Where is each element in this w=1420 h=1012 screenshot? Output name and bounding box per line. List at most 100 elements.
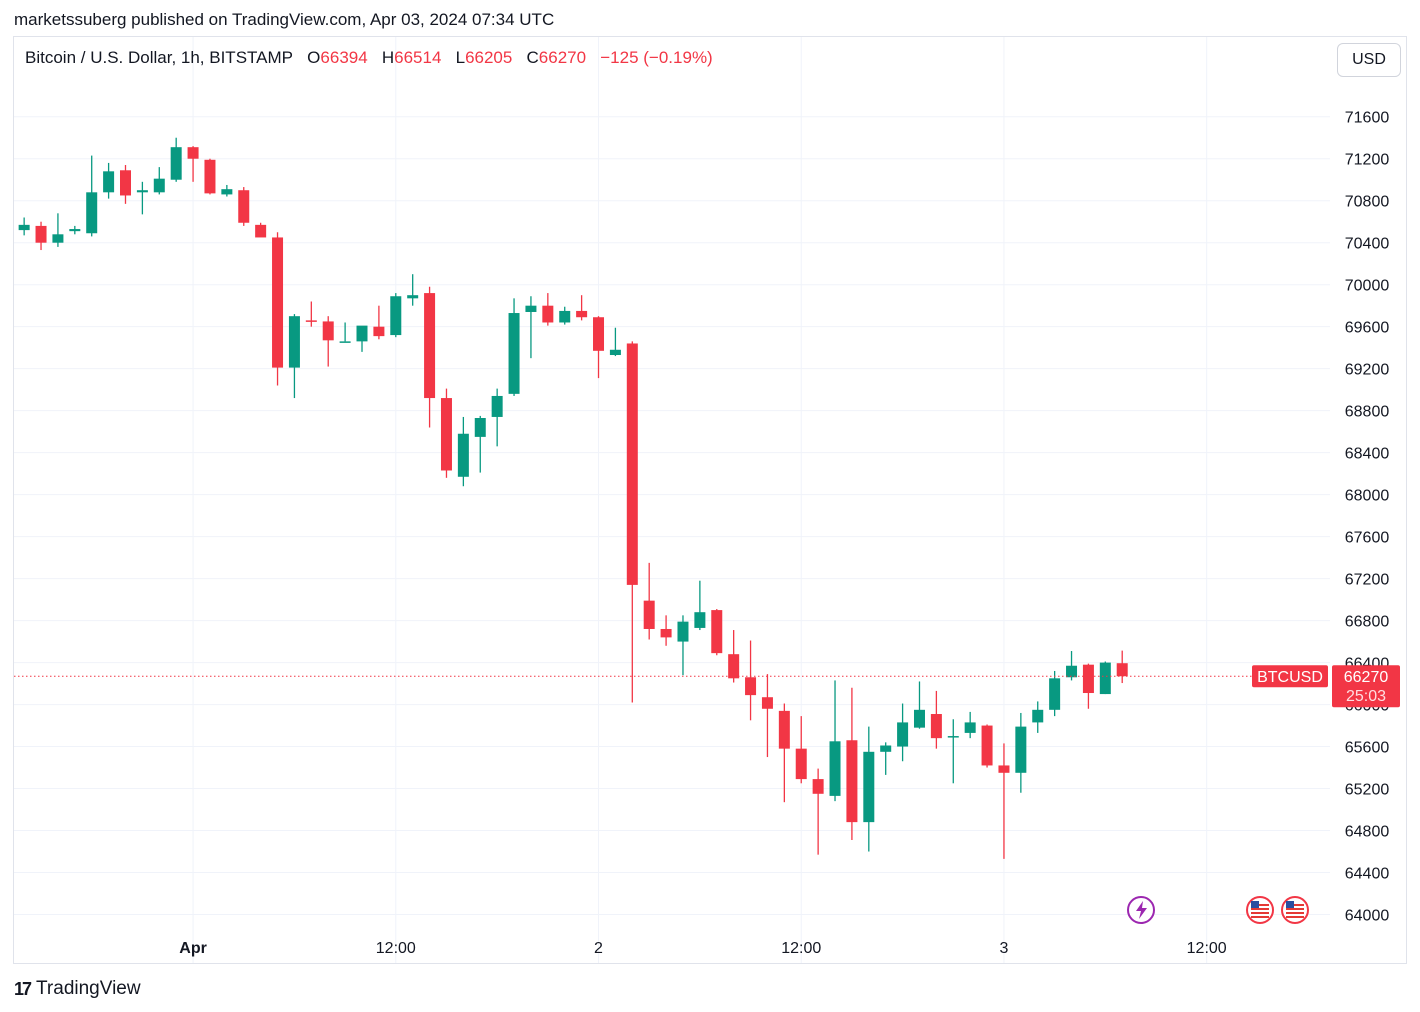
candle-body	[255, 224, 267, 238]
x-tick-label: 12:00	[376, 940, 416, 957]
candle-body	[998, 765, 1010, 773]
event-icons	[1127, 896, 1309, 924]
y-tick-label: 68400	[1345, 446, 1390, 463]
candle-body	[930, 714, 942, 739]
candle-body	[69, 229, 81, 232]
low-value: 66205	[465, 48, 513, 67]
candle-body	[1015, 726, 1027, 773]
footer-brand: 17 TradingView	[14, 978, 141, 1000]
y-tick-label: 69200	[1345, 362, 1390, 379]
candle-body	[643, 600, 655, 629]
y-tick-label: 64800	[1345, 824, 1390, 841]
candle-body	[238, 190, 250, 223]
flag-stripe	[1251, 912, 1269, 914]
y-tick-label: 70000	[1345, 278, 1390, 295]
candle-body	[880, 745, 892, 752]
flag-canton	[1286, 901, 1294, 908]
close-label: C	[526, 48, 539, 67]
flag-stripe	[1286, 904, 1304, 906]
high-value: 66514	[394, 48, 442, 67]
y-tick-label: 65600	[1345, 740, 1390, 757]
price-tag-countdown: 25:03	[1346, 688, 1386, 705]
candle-body	[373, 326, 385, 337]
candle-body	[52, 234, 64, 243]
low-label: L	[455, 48, 466, 67]
candle-body	[491, 395, 503, 417]
flag-stripe	[1286, 912, 1304, 914]
price-tag-value: 66270	[1344, 669, 1389, 686]
candle-body	[339, 341, 351, 343]
chart-legend: Bitcoin / U.S. Dollar, 1h, BITSTAMP O663…	[25, 48, 713, 68]
lightning-bolt-icon	[1136, 901, 1147, 919]
candle-body	[204, 159, 216, 194]
flag-stripe	[1251, 904, 1269, 906]
candle-body	[356, 325, 368, 342]
y-tick-label: 71600	[1345, 110, 1390, 127]
candle-body	[305, 320, 317, 322]
time-axis: Apr 12:00 2 12:00 3 12:00	[179, 940, 1227, 957]
candle-body	[542, 305, 554, 323]
x-tick-label: Apr	[179, 940, 207, 957]
y-tick-label: 67200	[1345, 572, 1390, 589]
brand-name: TradingView	[36, 978, 141, 999]
candle-body	[170, 147, 182, 180]
y-tick-label: 71200	[1345, 152, 1390, 169]
candle-body	[1099, 662, 1111, 695]
candle-body	[272, 237, 284, 368]
candle-body	[745, 677, 757, 696]
candle-body	[288, 316, 300, 368]
candle-body	[626, 343, 638, 585]
change-value: −125 (−0.19%)	[600, 48, 713, 67]
candle-body	[153, 178, 165, 193]
y-tick-label: 64400	[1345, 866, 1390, 883]
candle-body	[593, 317, 605, 351]
y-tick-label: 66800	[1345, 614, 1390, 631]
x-tick-label: 12:00	[781, 940, 821, 957]
candle-body	[1032, 709, 1044, 723]
y-tick-label: 70400	[1345, 236, 1390, 253]
candle-body	[812, 779, 824, 794]
y-tick-label: 69600	[1345, 320, 1390, 337]
candle-body	[711, 610, 723, 654]
candle-body	[863, 751, 875, 823]
candle-body	[778, 710, 790, 749]
candle-body	[761, 697, 773, 709]
candle-body	[18, 224, 30, 231]
candle-body	[981, 725, 993, 766]
candle-body	[1116, 663, 1128, 677]
y-tick-label: 68800	[1345, 404, 1390, 421]
candle-body	[221, 189, 233, 195]
symbol-tag: BTCUSD	[1257, 669, 1323, 686]
candle-body	[846, 740, 858, 823]
price-tag-bg	[1332, 665, 1400, 708]
candle-body	[35, 225, 47, 243]
candle-body	[1082, 664, 1094, 694]
candle-body	[576, 310, 588, 318]
flag-stripe	[1286, 916, 1304, 918]
candle-body	[322, 321, 334, 341]
candle-body	[136, 190, 148, 193]
flag-stripe	[1251, 916, 1269, 918]
symbol-description: Bitcoin / U.S. Dollar, 1h, BITSTAMP	[25, 48, 293, 67]
candle-body	[474, 418, 486, 437]
currency-button[interactable]: USD	[1337, 43, 1401, 77]
candle-body	[964, 722, 976, 733]
grid-lines	[14, 37, 1330, 963]
chart-frame	[13, 36, 1407, 964]
candle-body	[86, 192, 98, 234]
publisher-line: marketssuberg published on TradingView.c…	[14, 10, 555, 29]
candle-body	[897, 722, 909, 747]
y-tick-label: 67600	[1345, 530, 1390, 547]
tradingview-logo-icon: 17	[14, 978, 32, 999]
candle-body	[508, 313, 520, 394]
flag-stripe	[1251, 908, 1269, 910]
candle-body	[119, 170, 131, 196]
candle-body	[440, 398, 452, 471]
open-value: 66394	[320, 48, 368, 67]
y-tick-label: 68000	[1345, 488, 1390, 505]
close-value: 66270	[538, 48, 587, 67]
y-tick-label: 70800	[1345, 194, 1390, 211]
high-label: H	[381, 48, 395, 67]
x-tick-label: 3	[1000, 940, 1009, 957]
